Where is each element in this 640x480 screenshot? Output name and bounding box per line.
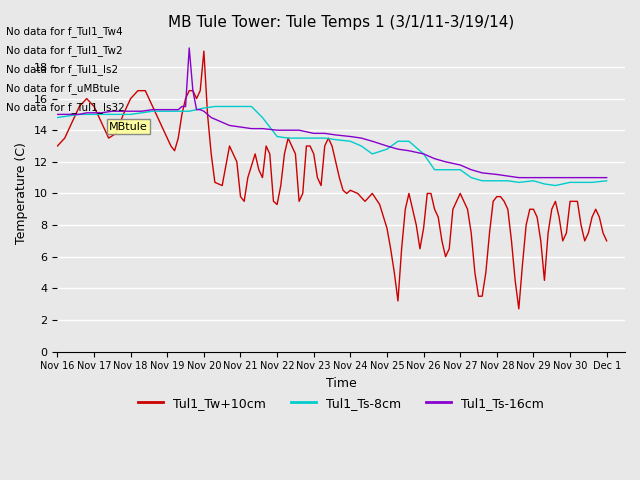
X-axis label: Time: Time [326,377,356,390]
Tul1_Ts-8cm [346,138,354,144]
Tul1_Ts-8cm [456,167,464,173]
Tul1_Ts-8cm [148,108,156,114]
Tul1_Ts-8cm [493,178,500,184]
Tul1_Ts-8cm [442,167,449,173]
Tul1_Ts-8cm [112,111,120,117]
Line: Tul1_Ts-8cm: Tul1_Ts-8cm [58,107,607,186]
Tul1_Ts-8cm [369,151,376,157]
Tul1_Ts-8cm [588,180,596,185]
Text: No data for f_Tul1_Tw4: No data for f_Tul1_Tw4 [6,25,123,36]
Tul1_Ts-16cm [178,104,186,109]
Tul1_Ts-8cm [90,111,98,117]
Tul1_Ts-8cm [310,135,317,141]
Tul1_Ts-16cm [603,175,611,180]
Tul1_Ts-8cm [478,178,486,184]
Tul1_Ts-16cm [138,108,145,114]
Tul1_Ts-8cm [295,135,303,141]
Tul1_Ts-8cm [211,104,219,109]
Y-axis label: Temperature (C): Temperature (C) [15,143,28,244]
Tul1_Ts-8cm [200,105,208,111]
Tul1_Ts-16cm [189,88,196,94]
Tul1_Ts-8cm [273,133,281,139]
Tul1_Ts-8cm [566,180,574,185]
Tul1_Tw+10cm [200,48,208,54]
Tul1_Ts-16cm [515,175,523,180]
Tul1_Tw+10cm [97,120,105,125]
Tul1_Tw+10cm [54,143,61,149]
Tul1_Ts-8cm [248,104,255,109]
Tul1_Ts-8cm [383,146,391,152]
Tul1_Ts-8cm [321,135,328,141]
Tul1_Ts-8cm [284,135,292,141]
Tul1_Ts-8cm [259,115,266,120]
Tul1_Ts-16cm [171,107,179,112]
Tul1_Ts-8cm [175,108,182,114]
Tul1_Ts-8cm [186,108,193,114]
Tul1_Ts-8cm [420,151,428,157]
Tul1_Ts-16cm [186,45,193,51]
Line: Tul1_Ts-16cm: Tul1_Ts-16cm [58,48,607,178]
Tul1_Ts-16cm [193,107,200,112]
Tul1_Ts-8cm [76,111,83,117]
Tul1_Ts-8cm [101,111,109,117]
Tul1_Tw+10cm [412,222,420,228]
Tul1_Tw+10cm [438,238,445,244]
Tul1_Ts-8cm [138,110,145,116]
Tul1_Tw+10cm [577,222,585,228]
Text: No data for f_Tul1_Tw2: No data for f_Tul1_Tw2 [6,45,123,56]
Tul1_Ts-8cm [358,143,365,149]
Tul1_Ts-8cm [552,183,559,189]
Tul1_Ts-8cm [577,180,585,185]
Tul1_Ts-8cm [467,175,475,180]
Tul1_Ts-8cm [530,178,538,184]
Text: No data for f_Tul1_Is32: No data for f_Tul1_Is32 [6,102,125,113]
Tul1_Ts-16cm [346,133,354,139]
Tul1_Ts-8cm [222,104,230,109]
Tul1_Ts-8cm [127,111,134,117]
Tul1_Ts-8cm [603,178,611,184]
Tul1_Tw+10cm [603,238,611,244]
Tul1_Ts-8cm [431,167,438,173]
Title: MB Tule Tower: Tule Temps 1 (3/1/11-3/19/14): MB Tule Tower: Tule Temps 1 (3/1/11-3/19… [168,15,515,30]
Tul1_Ts-8cm [332,137,340,143]
Tul1_Ts-8cm [515,180,523,185]
Line: Tul1_Tw+10cm: Tul1_Tw+10cm [58,51,607,309]
Tul1_Ts-8cm [541,181,548,187]
Tul1_Tw+10cm [515,306,523,312]
Tul1_Ts-8cm [65,113,72,119]
Text: No data for f_Tul1_Is2: No data for f_Tul1_Is2 [6,64,118,75]
Text: MBtule: MBtule [109,121,148,132]
Tul1_Ts-8cm [405,138,413,144]
Tul1_Ts-8cm [237,104,244,109]
Legend: Tul1_Tw+10cm, Tul1_Ts-8cm, Tul1_Ts-16cm: Tul1_Tw+10cm, Tul1_Ts-8cm, Tul1_Ts-16cm [133,392,549,415]
Tul1_Ts-16cm [54,111,61,117]
Tul1_Tw+10cm [420,225,428,231]
Tul1_Ts-8cm [163,108,171,114]
Tul1_Tw+10cm [537,238,545,244]
Text: No data for f_uMBtule: No data for f_uMBtule [6,83,120,94]
Tul1_Ts-8cm [504,178,511,184]
Tul1_Ts-8cm [54,115,61,120]
Tul1_Ts-8cm [394,138,402,144]
